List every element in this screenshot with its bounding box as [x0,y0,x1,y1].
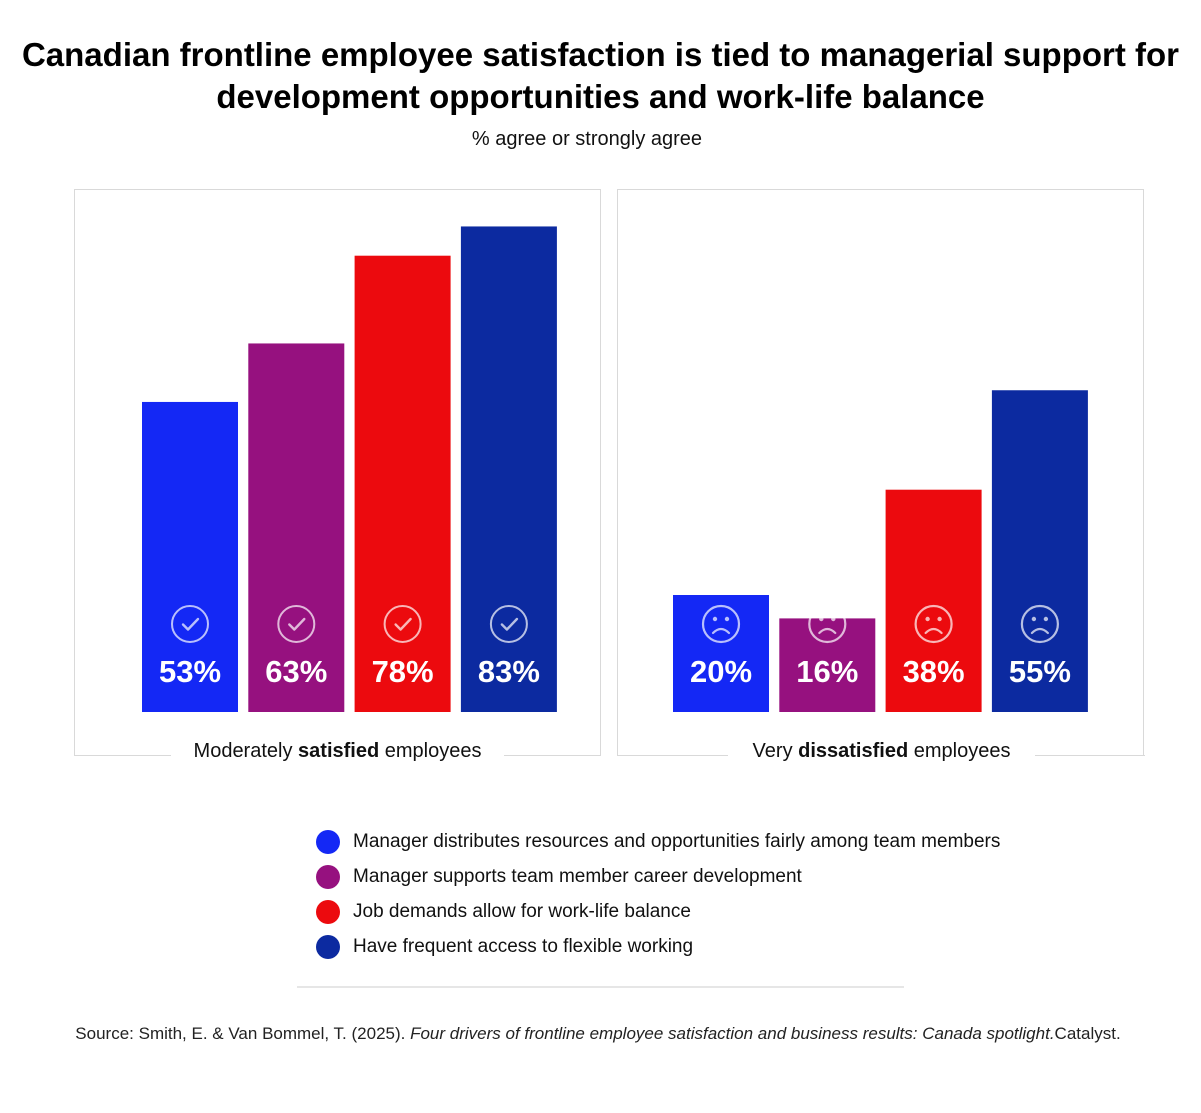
source-prefix: Source: Smith, E. & Van Bommel, T. (2025… [75,1024,411,1043]
source-title: Four drivers of frontline employee satis… [410,1024,1055,1043]
bar [991,390,1088,712]
source-note: Source: Smith, E. & Van Bommel, T. (2025… [0,1020,1196,1047]
legend-swatch-blue [316,829,340,854]
bar-value-label: 78% [372,654,434,689]
source-suffix: Catalyst. [1054,1024,1121,1043]
bar [885,489,982,712]
check-circle-icon [277,605,316,643]
bar-value-label: 20% [690,654,752,689]
bar [248,343,345,712]
panel-satisfied [74,189,601,756]
bar-chart-canvas: 53% 63% 78% 83% 20% 16% 38% 55% [142,226,1088,712]
legend-swatch-red [316,899,340,924]
bar [673,595,769,712]
legend-item: Job demands allow for work-life balance [316,894,1000,929]
panel-satisfied-label-bold: satisfied [298,740,380,762]
legend-item: Manager supports team member career deve… [316,859,1000,894]
bar-value-label: 55% [1009,654,1071,689]
check-circle-icon [383,605,422,643]
panel-dissatisfied-label-bold: dissatisfied [798,740,909,762]
legend-label: Manager supports team member career deve… [353,865,802,887]
bar-value-label: 16% [796,654,858,689]
bar-value-label: 83% [478,654,540,689]
bar [142,401,238,712]
sad-face-icon [914,604,953,644]
legend-item: Manager distributes resources and opport… [316,824,1000,859]
legend-item: Have frequent access to flexible working [316,929,1000,964]
panel-satisfied-label-prefix: Moderately [193,740,299,762]
legend-label: Job demands allow for work-life balance [353,900,691,922]
bar-value-label: 38% [903,654,965,689]
sad-face-icon [701,604,741,644]
chart-title: Canadian frontline employee satisfaction… [0,34,1201,118]
panel-dissatisfied-label-prefix: Very [752,740,799,762]
panel-satisfied-label-suffix: employees [379,740,482,762]
divider [297,986,904,988]
chart-subtitle: % agree or strongly agree [471,128,703,150]
legend-swatch-navy [316,934,340,959]
check-circle-icon [171,605,209,643]
panel-satisfied-label: Moderately satisfied employees [171,740,504,763]
legend-label: Have frequent access to flexible working [353,935,694,957]
panel-dissatisfied-label: Very dissatisfied employees [728,740,1035,763]
chart-title-text: Canadian frontline employee satisfaction… [21,36,1180,115]
bar [354,255,451,712]
sad-face-icon [808,604,847,644]
legend-swatch-purple [316,864,340,889]
panel-dissatisfied-label-suffix: employees [908,740,1011,762]
bar [460,226,557,712]
legend: Manager distributes resources and opport… [316,824,1000,964]
bar-value-label: 53% [159,654,221,689]
sad-face-icon [1020,604,1060,644]
legend-label: Manager distributes resources and opport… [353,830,1001,852]
panel-dissatisfied [617,189,1144,756]
bar [779,618,876,712]
check-circle-icon [489,605,528,643]
bar-value-label: 63% [265,654,327,689]
